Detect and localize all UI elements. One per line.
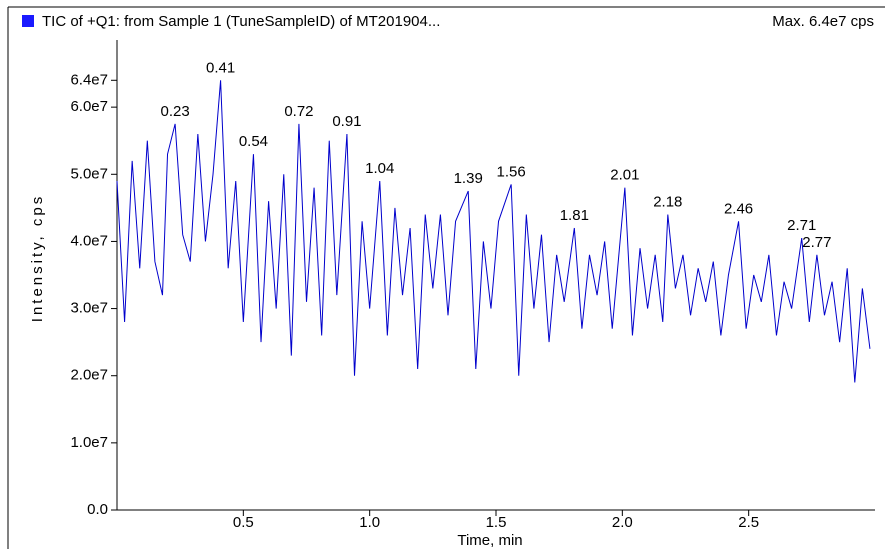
y-tick-label: 5.0e7 [70, 165, 108, 182]
y-tick-label: 6.4e7 [70, 71, 108, 88]
y-axis-label: Intensity, cps [29, 194, 46, 322]
peak-label: 2.46 [724, 200, 753, 217]
y-tick-label: 6.0e7 [70, 98, 108, 115]
peak-label: 0.41 [206, 59, 235, 76]
legend-swatch [22, 15, 34, 27]
peak-label: 0.23 [161, 103, 190, 120]
peak-label: 0.91 [332, 113, 361, 130]
x-tick-label: 2.0 [612, 514, 633, 531]
peak-label: 2.01 [610, 167, 639, 184]
y-tick-label: 3.0e7 [70, 300, 108, 317]
peak-label: 0.54 [239, 133, 268, 150]
x-tick-label: 1.0 [359, 514, 380, 531]
chart-title: TIC of +Q1: from Sample 1 (TuneSampleID)… [42, 13, 440, 30]
peak-label: 2.71 [787, 217, 816, 234]
line-series [116, 80, 871, 383]
x-tick-label: 2.5 [738, 514, 759, 531]
peak-label: 1.04 [365, 160, 394, 177]
peak-label: 1.39 [454, 170, 483, 187]
y-tick-label: 2.0e7 [70, 367, 108, 384]
y-tick-label: 1.0e7 [70, 434, 108, 451]
y-tick-label: 4.0e7 [70, 232, 108, 249]
peak-label: 2.77 [802, 234, 831, 251]
peak-label: 1.56 [497, 163, 526, 180]
x-axis-label: Time, min [457, 532, 522, 549]
y-tick-label: 0.0 [87, 501, 108, 518]
peak-label: 2.18 [653, 194, 682, 211]
x-tick-label: 0.5 [233, 514, 254, 531]
peak-label: 0.72 [284, 103, 313, 120]
peak-label: 1.81 [560, 207, 589, 224]
x-tick-label: 1.5 [486, 514, 507, 531]
chart-subtitle: Max. 6.4e7 cps [772, 13, 874, 30]
